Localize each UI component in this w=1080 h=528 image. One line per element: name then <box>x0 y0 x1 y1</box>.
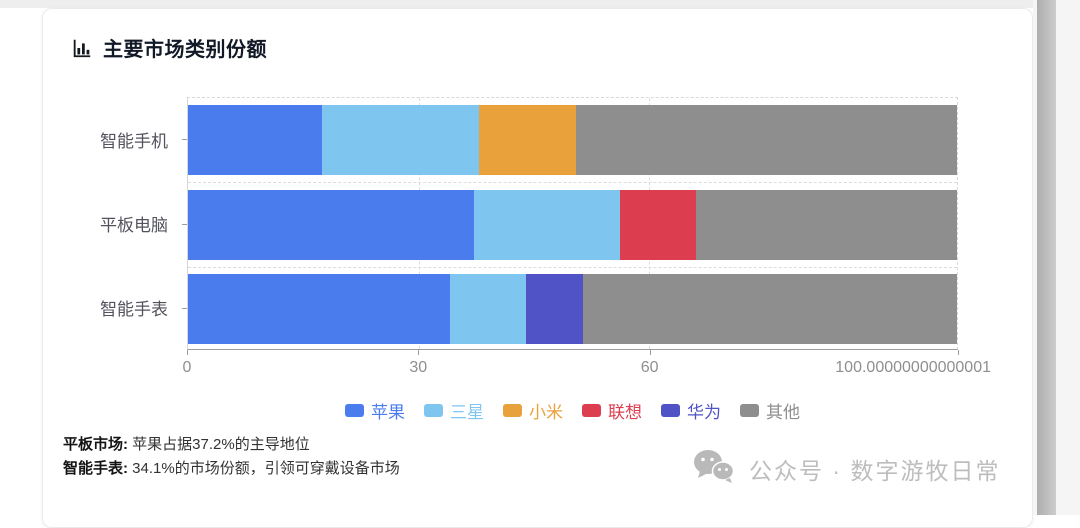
band-separator <box>188 266 957 268</box>
plot-area <box>187 97 958 350</box>
legend-swatch-apple <box>345 404 364 417</box>
x-tick <box>187 350 188 355</box>
category-tick <box>182 307 187 309</box>
annotation-label: 智能手表: <box>63 460 128 477</box>
bar-segment-smartphone-xiaomi[interactable] <box>478 105 577 176</box>
x-axis: 0 30 60 100.00000000000001 <box>183 350 991 384</box>
bar-segment-tablet-apple[interactable] <box>188 189 475 260</box>
wechat-icon <box>691 447 737 490</box>
x-tick-label: 0 <box>182 359 192 376</box>
x-tick-label: 100.00000000000001 <box>835 359 991 376</box>
annotation-line: 智能手表: 34.1%的市场份额，引领可穿戴设备市场 <box>63 457 400 481</box>
legend-item-other[interactable]: 其他 <box>740 398 800 423</box>
legend-swatch-huawei <box>661 404 680 417</box>
legend-label-xiaomi: 小米 <box>529 403 563 422</box>
category-label-smartphone: 智能手机 <box>100 131 168 151</box>
bar-segment-tablet-samsung[interactable] <box>474 189 621 260</box>
legend-swatch-samsung <box>424 404 443 417</box>
legend-item-xiaomi[interactable]: 小米 <box>503 398 563 423</box>
watermark: 公众号 · 数字游牧日常 <box>691 447 1000 490</box>
legend-item-samsung[interactable]: 三星 <box>424 398 484 423</box>
annotation-label: 平板市场: <box>63 436 128 453</box>
scrollbar-track[interactable] <box>1033 0 1080 515</box>
bar-chart-icon <box>71 37 93 59</box>
band-separator <box>188 182 957 184</box>
bar-segment-smartwatch-samsung[interactable] <box>450 273 526 344</box>
bar-segment-smartphone-samsung[interactable] <box>321 105 479 176</box>
legend-swatch-xiaomi <box>503 404 522 417</box>
category-axis: 智能手机平板电脑智能手表 <box>43 97 187 350</box>
annotation-line: 平板市场: 苹果占据37.2%的主导地位 <box>63 433 400 457</box>
legend-label-other: 其他 <box>766 403 800 422</box>
legend-label-apple: 苹果 <box>371 403 405 422</box>
page-top-strip <box>0 0 1080 8</box>
watermark-text: 公众号 · 数字游牧日常 <box>749 457 1001 484</box>
annotation-text: 34.1%的市场份额，引领可穿戴设备市场 <box>132 460 400 477</box>
bar-segment-tablet-other[interactable] <box>696 189 957 260</box>
scrollbar-thumb[interactable] <box>1037 0 1056 515</box>
category-tick <box>182 223 187 225</box>
annotations: 平板市场: 苹果占据37.2%的主导地位 智能手表: 34.1%的市场份额，引领… <box>63 433 400 481</box>
legend-swatch-lenovo <box>582 404 601 417</box>
annotation-text: 苹果占据37.2%的主导地位 <box>132 436 310 453</box>
bar-row-smartwatch <box>188 273 957 344</box>
bar-row-tablet <box>188 189 957 260</box>
bar-segment-tablet-lenovo[interactable] <box>620 189 697 260</box>
legend-label-huawei: 华为 <box>687 403 721 422</box>
category-tick <box>182 139 187 141</box>
legend-item-huawei[interactable]: 华为 <box>661 398 721 423</box>
bar-row-smartphone <box>188 105 957 176</box>
x-tick-label: 60 <box>640 359 659 376</box>
card-header: 主要市场类别份额 <box>71 33 267 62</box>
page-title: 主要市场类别份额 <box>103 39 267 61</box>
bar-segment-smartwatch-apple[interactable] <box>188 273 451 344</box>
legend-label-samsung: 三星 <box>450 403 484 422</box>
legend-swatch-other <box>740 404 759 417</box>
legend-item-apple[interactable]: 苹果 <box>345 398 405 423</box>
x-tick <box>418 350 420 355</box>
bar-segment-smartphone-apple[interactable] <box>188 105 322 176</box>
x-tick-label: 30 <box>409 359 428 376</box>
bar-segment-smartphone-other[interactable] <box>576 105 957 176</box>
x-tick <box>958 350 959 355</box>
bar-segment-smartwatch-other[interactable] <box>583 273 957 344</box>
legend-label-lenovo: 联想 <box>608 403 642 422</box>
category-label-tablet: 平板电脑 <box>100 215 168 235</box>
bar-segment-smartwatch-huawei[interactable] <box>525 273 584 344</box>
category-label-smartwatch: 智能手表 <box>100 300 168 320</box>
chart-card: 主要市场类别份额 智能手机平板电脑智能手表 0 30 60 100.000000000… <box>42 8 1033 528</box>
x-tick <box>649 350 651 355</box>
legend-item-lenovo[interactable]: 联想 <box>582 398 642 423</box>
legend: 苹果 三星 小米 联想 华为 其他 <box>187 398 958 423</box>
